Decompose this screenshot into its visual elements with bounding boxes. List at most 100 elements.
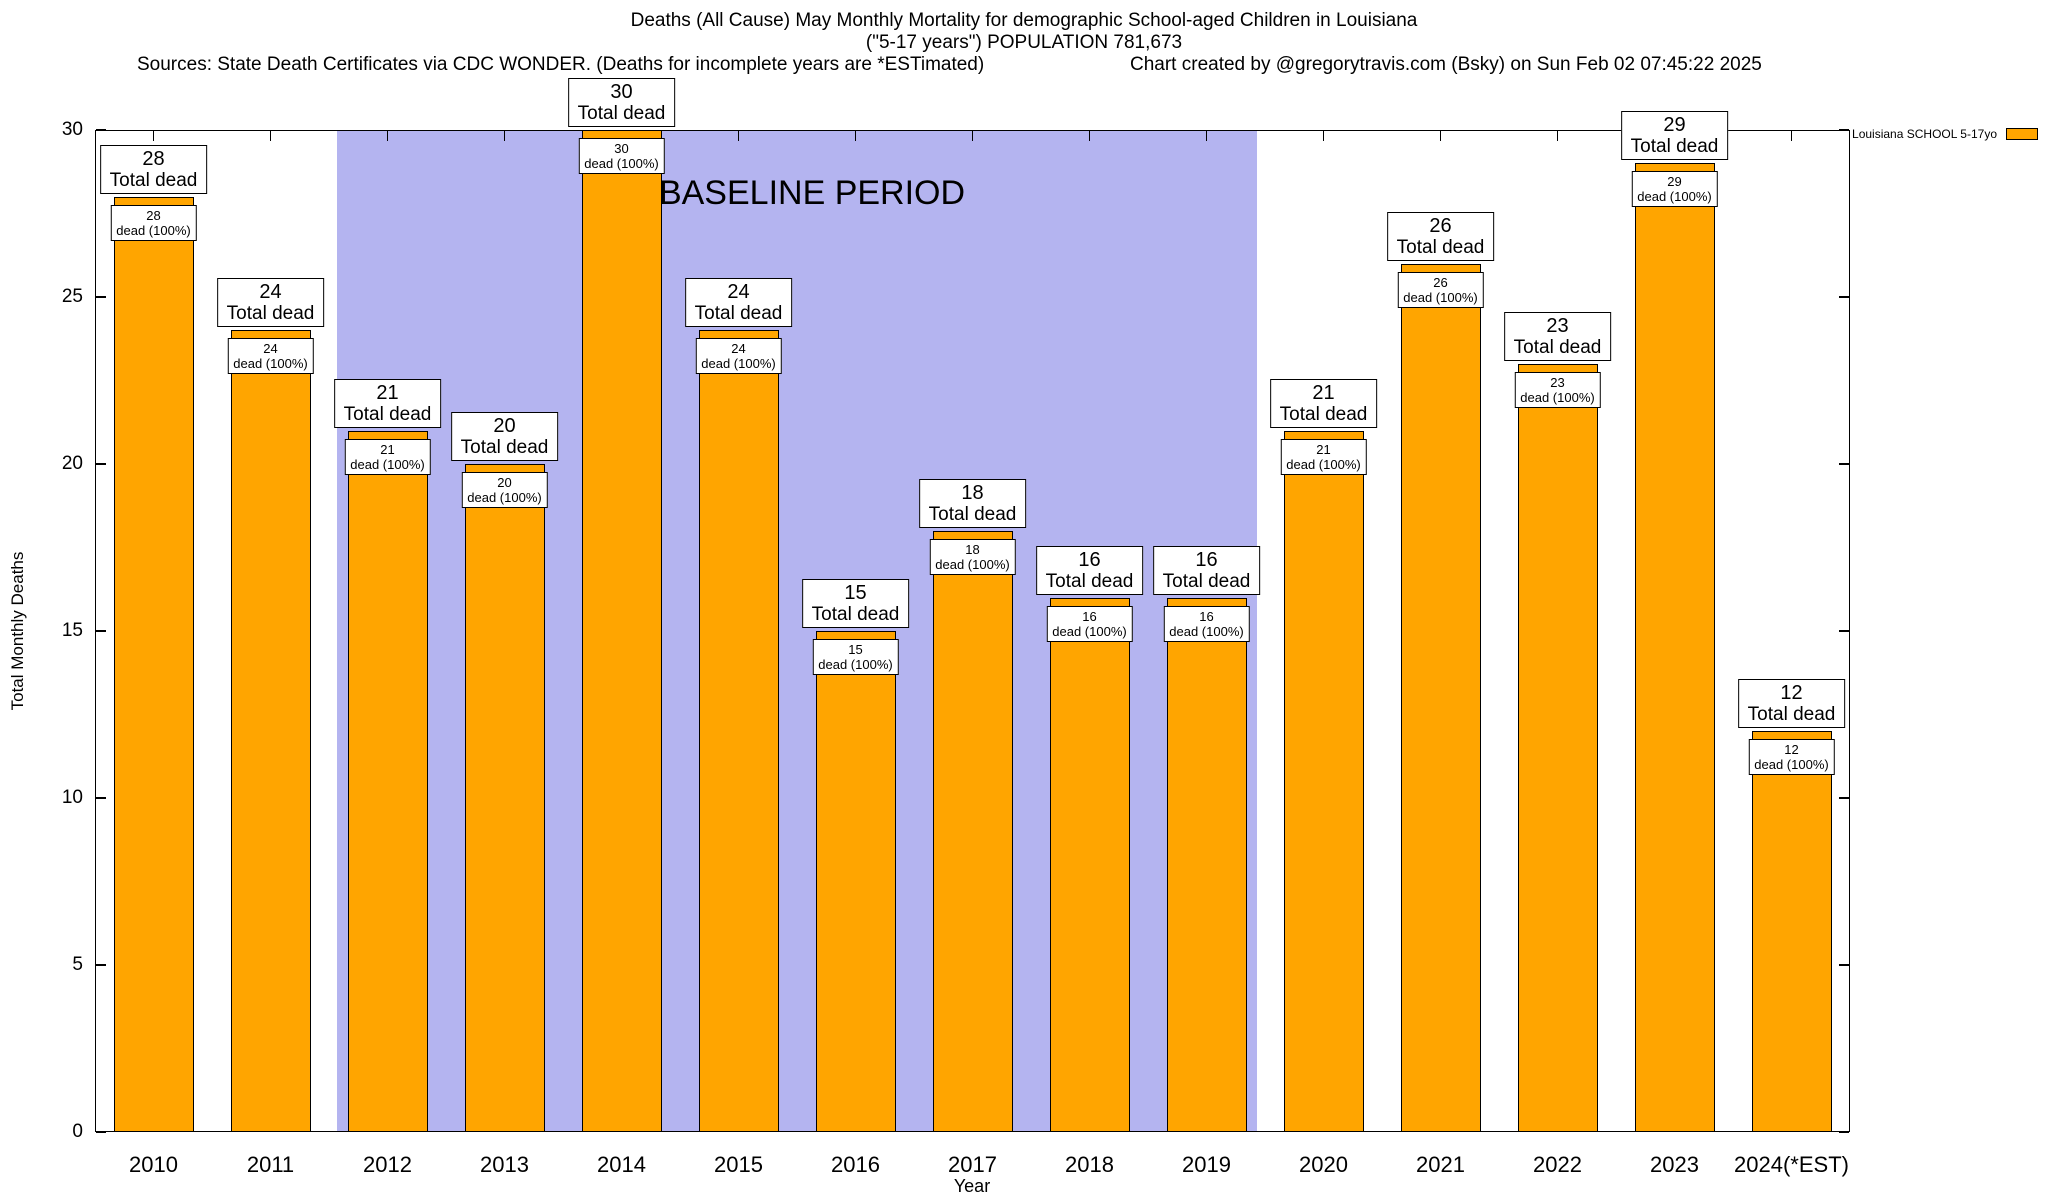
x-axis-tick: [152, 131, 155, 141]
bar-total-value: 15: [844, 582, 867, 604]
legend-label: Louisiana SCHOOL 5-17yo: [1852, 127, 1997, 141]
x-axis-tick: [1790, 131, 1793, 141]
bar-count-value: 30: [614, 141, 629, 156]
bar-total-value: 23: [1546, 314, 1569, 337]
bar-count-value: 15: [848, 642, 863, 657]
bar-count-label: 24 dead (100%): [695, 338, 782, 375]
bar-total-value: 30: [610, 81, 633, 103]
x-axis-tick: [1088, 131, 1091, 141]
bar-total-suffix: Total dead: [343, 403, 432, 425]
x-tick-label: 2015: [714, 1152, 763, 1177]
bar-2021: [1400, 263, 1481, 1132]
bar-count-suffix: dead (100%): [1286, 456, 1361, 472]
bar-count-label: 15 dead (100%): [812, 639, 899, 675]
bar-count-label: 16 dead (100%): [1163, 605, 1250, 642]
bar-count-label: 26 dead (100%): [1397, 271, 1484, 308]
bar-count-value: 21: [380, 441, 395, 457]
bar-count-suffix: dead (100%): [116, 222, 191, 238]
bar-total-value: 21: [1312, 381, 1335, 404]
bar-count-suffix: dead (100%): [584, 156, 659, 171]
bar-total-label: 20 Total dead: [450, 412, 559, 461]
x-tick-label: 2019: [1182, 1152, 1231, 1177]
bar-count-value: 23: [1550, 374, 1565, 390]
x-tick-label: 2017: [948, 1152, 997, 1177]
bar-count-suffix: dead (100%): [1754, 757, 1829, 773]
bar-total-suffix: Total dead: [109, 169, 198, 191]
bar-count-suffix: dead (100%): [1403, 289, 1478, 305]
bar-total-value: 16: [1078, 548, 1101, 571]
y-tick-label: 0: [72, 1121, 83, 1142]
bar-total-value: 29: [1663, 114, 1686, 137]
bar-2019: [1166, 597, 1247, 1132]
bar-2012: [347, 430, 428, 1132]
bar-total-suffix: Total dead: [928, 503, 1017, 525]
bar-2010: [113, 196, 194, 1132]
y-axis-tick: [1839, 129, 1849, 131]
legend-swatch: [2006, 128, 2038, 140]
y-axis-tick: [1839, 1131, 1849, 1133]
bar-count-label: 28 dead (100%): [110, 204, 197, 241]
bar-total-suffix: Total dead: [577, 103, 666, 124]
chart-title-line2: ("5-17 years") POPULATION 781,673: [865, 32, 1183, 53]
y-axis-tick: [96, 296, 106, 298]
x-tick-label: 2024(*EST): [1734, 1152, 1849, 1177]
bar-total-label: 30 Total dead: [567, 78, 676, 127]
bar-total-value: 12: [1780, 682, 1803, 705]
bar-total-label: 24 Total dead: [216, 278, 325, 328]
x-axis-tick: [386, 131, 389, 141]
bar-count-value: 29: [1667, 174, 1682, 190]
y-axis-tick: [96, 129, 106, 131]
bar-count-value: 26: [1433, 274, 1448, 290]
y-axis-tick: [96, 463, 106, 465]
bar-count-label: 29 dead (100%): [1631, 171, 1718, 208]
x-axis-tick: [1205, 131, 1208, 141]
bar-total-value: 21: [376, 381, 399, 404]
legend: Louisiana SCHOOL 5-17yo: [1852, 127, 2038, 141]
x-tick-label: 2021: [1416, 1152, 1465, 1177]
bar-total-value: 24: [259, 281, 282, 304]
bar-2014: [581, 130, 662, 1132]
bar-total-suffix: Total dead: [1630, 136, 1719, 158]
y-axis-tick: [1839, 463, 1849, 465]
bar-count-value: 12: [1784, 742, 1799, 758]
x-tick-label: 2020: [1299, 1152, 1348, 1177]
bar-count-value: 24: [263, 341, 278, 357]
bar-count-value: 28: [146, 207, 161, 223]
x-tick-label: 2010: [129, 1152, 178, 1177]
bar-2022: [1517, 363, 1598, 1132]
bar-total-suffix: Total dead: [226, 303, 315, 325]
x-tick-label: 2018: [1065, 1152, 1114, 1177]
x-axis-title: Year: [953, 1176, 991, 1196]
bar-2024(*EST): [1751, 731, 1832, 1132]
y-axis-tick: [96, 630, 106, 632]
bar-total-suffix: Total dead: [1045, 570, 1134, 592]
y-axis-tick: [1839, 630, 1849, 632]
x-axis-tick: [1439, 131, 1442, 141]
bar-total-suffix: Total dead: [1396, 236, 1485, 258]
x-tick-label: 2012: [363, 1152, 412, 1177]
x-tick-label: 2016: [831, 1152, 880, 1177]
x-axis-tick: [737, 131, 740, 141]
credit-note: Chart created by @gregorytravis.com (Bsk…: [1130, 54, 1762, 75]
bar-count-label: 21 dead (100%): [344, 438, 431, 475]
bar-total-label: 24 Total dead: [684, 278, 793, 328]
x-tick-label: 2013: [480, 1152, 529, 1177]
bar-count-suffix: dead (100%): [350, 456, 425, 472]
y-tick-label: 30: [61, 119, 83, 140]
bar-count-label: 21 dead (100%): [1280, 438, 1367, 475]
bar-count-value: 18: [965, 541, 980, 557]
bar-total-label: 21 Total dead: [1269, 378, 1378, 428]
y-tick-label: 20: [61, 453, 83, 474]
bar-count-suffix: dead (100%): [935, 556, 1010, 572]
bar-total-value: 28: [142, 147, 165, 170]
bar-count-suffix: dead (100%): [1520, 389, 1595, 405]
bar-count-suffix: dead (100%): [701, 356, 776, 372]
baseline-period-label: BASELINE PERIOD: [658, 174, 966, 212]
sources-note: Sources: State Death Certificates via CD…: [137, 54, 985, 75]
bar-count-label: 16 dead (100%): [1046, 605, 1133, 642]
bar-2016: [815, 631, 896, 1132]
bar-count-value: 21: [1316, 441, 1331, 457]
bar-total-value: 16: [1195, 548, 1218, 571]
